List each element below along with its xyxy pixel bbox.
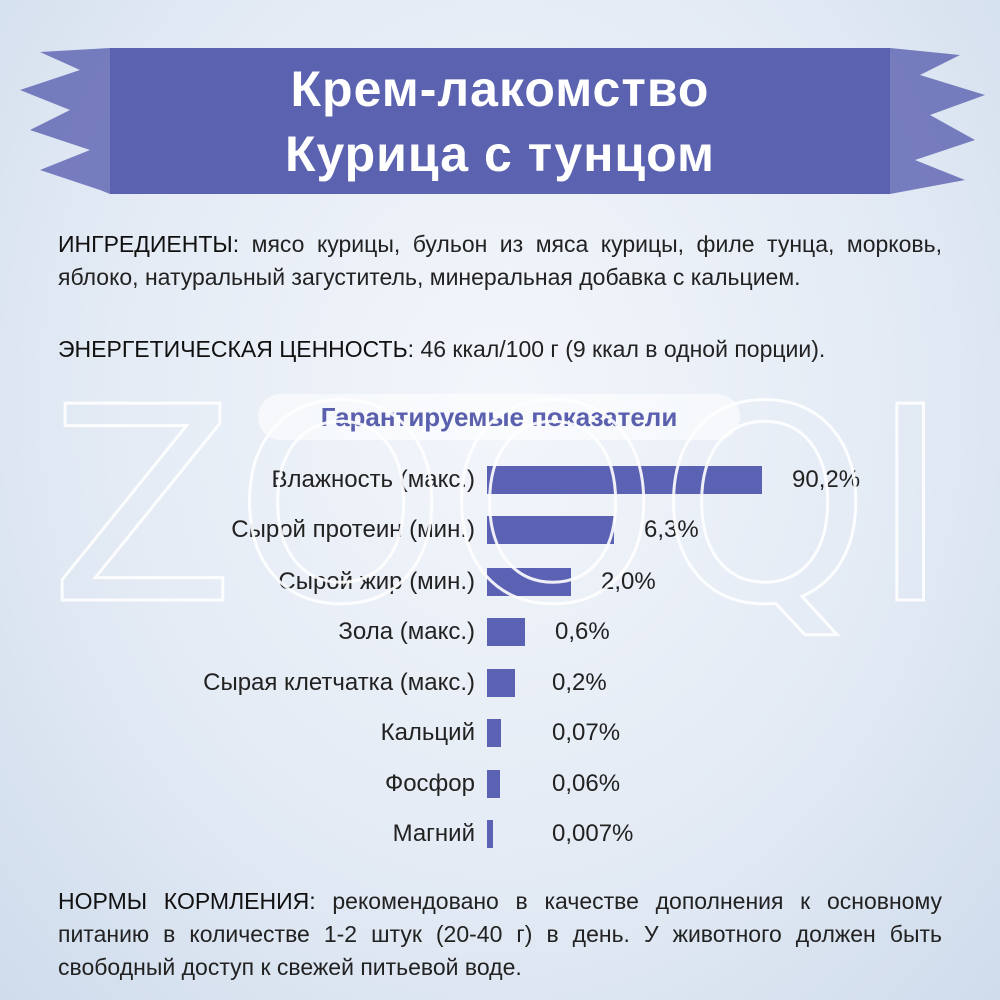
indicator-bar bbox=[487, 719, 501, 747]
indicator-bar bbox=[487, 516, 614, 544]
title-line: Крем-лакомство bbox=[290, 61, 710, 117]
ingredients: ИНГРЕДИЕНТЫ: мясо курицы, бульон из мяса… bbox=[58, 228, 942, 294]
ingredients-text: мясо курицы, бульон из мяса курицы, филе… bbox=[58, 231, 942, 290]
section-pill bbox=[258, 394, 740, 440]
indicator-value: 0,06% bbox=[552, 770, 621, 797]
indicator-value: 0,07% bbox=[552, 719, 621, 746]
indicator-value: 90,2% bbox=[792, 466, 861, 493]
indicator-bar bbox=[487, 466, 762, 494]
energy-label: ЭНЕРГЕТИЧЕСКАЯ ЦЕННОСТЬ: bbox=[58, 336, 415, 362]
indicator-bar bbox=[487, 770, 500, 798]
indicator-label: Влажность (макс.) bbox=[271, 466, 475, 493]
feeding-text: рекомендовано в качестве дополнения к ос… bbox=[58, 888, 943, 980]
energy-text: 46 ккал/100 г (9 ккал в одной порции). bbox=[420, 336, 826, 362]
indicator-label: Магний bbox=[392, 820, 475, 847]
indicator-label: Сырой протеин (мин.) bbox=[231, 516, 475, 543]
feeding-label: НОРМЫ КОРМЛЕНИЯ: bbox=[58, 888, 316, 914]
indicator-label: Кальций bbox=[380, 719, 475, 746]
indicator-value: 0,007% bbox=[552, 820, 634, 847]
title-line: Курица с тунцом bbox=[284, 126, 716, 182]
indicator-bar bbox=[487, 820, 493, 848]
indicator-label: Зола (макс.) bbox=[338, 618, 475, 645]
ingredients-label: ИНГРЕДИЕНТЫ: bbox=[58, 231, 240, 257]
indicator-bar bbox=[487, 669, 515, 697]
indicator-label: Сырая клетчатка (макс.) bbox=[203, 669, 475, 696]
indicator-value: 2,0% bbox=[601, 568, 656, 595]
section-title: Гарантируемые показатели bbox=[320, 402, 678, 432]
indicator-label: Фосфор bbox=[384, 770, 475, 797]
indicator-bar bbox=[487, 568, 571, 596]
title-banner bbox=[20, 48, 985, 194]
indicator-value: 0,6% bbox=[555, 618, 610, 645]
indicator-value: 0,2% bbox=[552, 669, 607, 696]
feeding: НОРМЫ КОРМЛЕНИЯ: рекомендовано в качеств… bbox=[58, 885, 942, 984]
indicator-bar bbox=[487, 618, 525, 646]
indicator-label: Сырой жир (мин.) bbox=[278, 568, 475, 595]
indicator-value: 6,3% bbox=[644, 516, 699, 543]
energy: ЭНЕРГЕТИЧЕСКАЯ ЦЕННОСТЬ: 46 ккал/100 г (… bbox=[58, 333, 942, 366]
